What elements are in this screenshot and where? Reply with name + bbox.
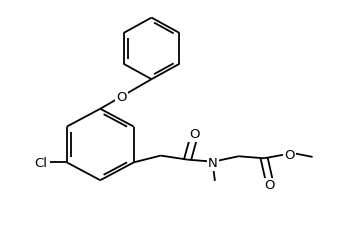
Text: N: N <box>208 157 218 170</box>
Text: Cl: Cl <box>34 157 47 170</box>
Text: O: O <box>189 128 199 141</box>
Text: O: O <box>285 148 295 162</box>
Text: O: O <box>116 91 127 104</box>
Text: O: O <box>264 179 274 192</box>
